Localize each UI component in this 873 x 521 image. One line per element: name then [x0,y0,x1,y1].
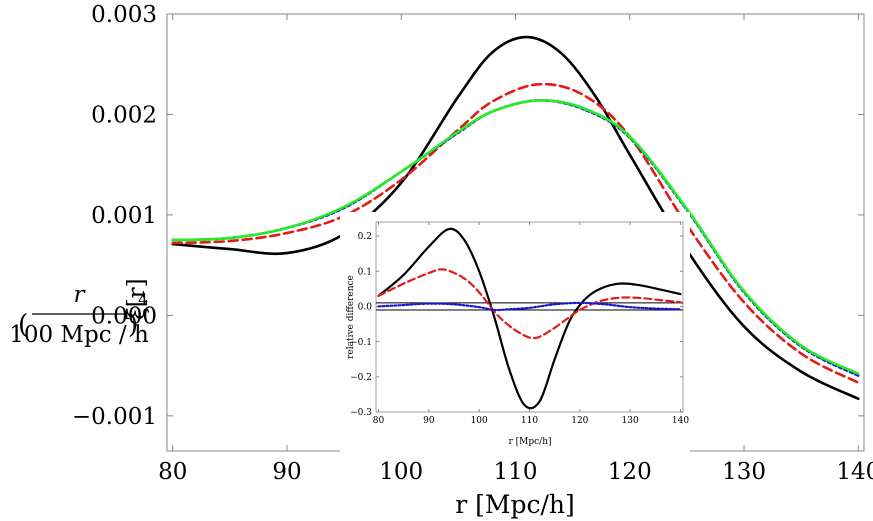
inset-y-tick-label: 0.2 [358,232,372,242]
inset-background [340,212,690,458]
inset-series-line-0 [377,227,682,410]
y-label-tail: ξ[r] [124,278,150,320]
y-label-prefix: ( [18,310,28,340]
main-x-tick-label: 90 [272,459,301,485]
inset-y-tick-label: −0.1 [350,338,372,348]
inset-y-axis-label: relative difference [346,275,356,359]
inset-y-tick-label: −0.3 [350,408,372,418]
inset-x-tick-label: 80 [373,416,385,426]
main-y-tick-label: 0.003 [91,2,157,28]
main-x-tick-label: 110 [494,459,538,485]
main-x-tick-label: 120 [608,459,652,485]
inset-x-tick-label: 120 [571,416,588,426]
main-series-group [171,35,860,401]
y-label-suffix: ) [128,310,138,340]
main-plot: 80 90 100 110 120 130 140 −0.001 0.000 0.001 0.002… [9,2,873,519]
main-y-axis-label: ( r 100 Mpc / h ) 4 ξ[r] [9,278,150,348]
inset-x-axis-label: r [Mpc/h] [508,437,551,447]
inset-x-tick-label: 110 [521,416,538,426]
main-x-tick-label: 100 [379,459,423,485]
inset-x-tick-label: 100 [471,416,488,426]
inset-series-line-1 [377,268,682,340]
inset-series-line-2 [377,301,682,312]
inset-x-tick-label: 140 [672,416,689,426]
y-label-exponent: 4 [138,290,148,309]
main-x-tick-label: 140 [836,459,873,485]
main-series-line-1 [171,82,860,384]
main-axis-ticks: 80 90 100 110 120 130 140 −0.001 0.000 0.001 0.002… [72,2,873,485]
inset-axis-ticks: 80 90 100 110 120 130 140 −0.3 −0.2 −0.1 0.0 0.1 0.2 [350,222,689,426]
y-label-denominator: 100 Mpc / h [9,322,149,348]
inset-y-tick-label: −0.2 [350,373,372,383]
main-x-tick-label: 80 [158,459,187,485]
main-x-tick-label: 130 [722,459,766,485]
main-y-tick-label: 0.000 [91,303,157,329]
main-y-tick-label: −0.001 [72,404,157,430]
inset-plot: 80 90 100 110 120 130 140 −0.3 −0.2 −0.1 0.0 0.1 0.2… [340,212,690,458]
inset-y-tick-label: 0.0 [358,303,373,313]
inset-x-tick-label: 90 [423,416,435,426]
main-y-tick-label: 0.001 [91,203,157,229]
main-y-tick-label: 0.002 [91,103,157,129]
main-series-line-0 [171,35,860,401]
main-x-axis-label: r [Mpc/h] [455,490,575,519]
inset-x-tick-label: 130 [622,416,639,426]
inset-series-group [377,227,682,410]
y-label-numerator: r [74,282,87,308]
inset-y-tick-label: 0.1 [358,267,372,277]
main-series-line-3 [171,99,860,375]
